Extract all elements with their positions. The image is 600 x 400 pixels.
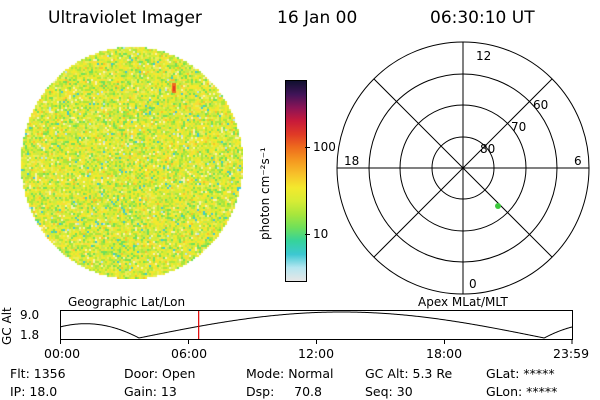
gc-alt-axis-label: GC Alt bbox=[0, 307, 14, 345]
x-tick-1200: 12:00 bbox=[298, 346, 335, 361]
gain-status: Gain: 13 bbox=[124, 384, 177, 399]
colorbar-tick-10: 10 bbox=[313, 227, 329, 241]
y-tick-1-8: 1.8 bbox=[20, 328, 40, 342]
uv-image-disk bbox=[19, 45, 243, 279]
door-status: Door: Open bbox=[124, 366, 196, 381]
x-tick-0000: 00:00 bbox=[44, 346, 81, 361]
polar-grid: 12 0 18 6 60 70 80 bbox=[336, 41, 590, 295]
x-tick-2359: 23:59 bbox=[553, 346, 590, 361]
mlt-label-0: 0 bbox=[469, 277, 477, 291]
mlt-label-18: 18 bbox=[344, 154, 359, 168]
date-label: 16 Jan 00 bbox=[277, 8, 358, 28]
instrument-title: Ultraviolet Imager bbox=[48, 8, 202, 28]
x-tick-1800: 18:00 bbox=[426, 346, 463, 361]
geographic-label: Geographic Lat/Lon bbox=[68, 295, 186, 309]
seq-status: Seq: 30 bbox=[365, 384, 413, 399]
mlt-label-12: 12 bbox=[476, 49, 491, 63]
apex-label: Apex MLat/MLT bbox=[418, 295, 508, 309]
lat-label-80: 80 bbox=[480, 142, 495, 156]
dsp-status: Dsp: 70.8 bbox=[246, 384, 322, 399]
altitude-track bbox=[60, 310, 573, 344]
ip-status: IP: 18.0 bbox=[10, 384, 58, 399]
colorbar-tick-100: 100 bbox=[313, 140, 336, 154]
glat-status: GLat: ***** bbox=[486, 366, 555, 381]
flight-status: Flt: 1356 bbox=[10, 366, 66, 381]
time-label: 06:30:10 UT bbox=[430, 8, 535, 28]
lat-label-60: 60 bbox=[533, 98, 548, 112]
x-tick-0600: 06:00 bbox=[171, 346, 208, 361]
glon-status: GLon: ***** bbox=[486, 384, 558, 399]
lat-label-70: 70 bbox=[511, 120, 526, 134]
spacecraft-position-marker bbox=[495, 203, 501, 209]
mlt-label-6: 6 bbox=[574, 154, 582, 168]
altitude-curve bbox=[60, 311, 573, 339]
y-tick-9: 9.0 bbox=[20, 308, 40, 322]
color-bar bbox=[285, 80, 307, 282]
gc-alt-status: GC Alt: 5.3 Re bbox=[365, 366, 453, 381]
polar-diagonal-2 bbox=[373, 78, 553, 258]
mode-status: Mode: Normal bbox=[246, 366, 334, 381]
